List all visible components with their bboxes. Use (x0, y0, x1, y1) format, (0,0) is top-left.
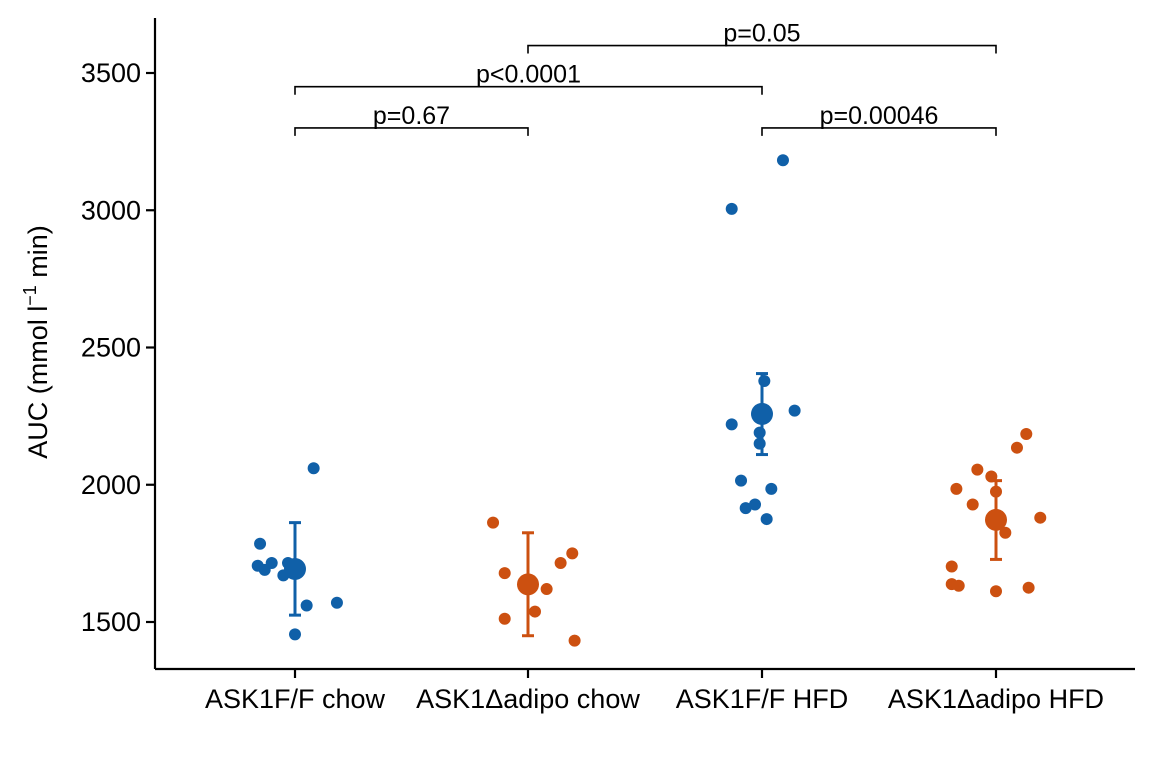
data-points (251, 154, 1047, 647)
x-category-label: ASK1F/F chow (205, 684, 386, 714)
data-point (540, 583, 553, 596)
p-value-label: p=0.67 (373, 102, 450, 130)
p-value-label: p<0.0001 (476, 61, 581, 89)
data-point (725, 418, 738, 431)
data-point (990, 585, 1002, 598)
y-tick-label: 2500 (81, 333, 141, 363)
group-mean (284, 558, 306, 581)
data-point (952, 579, 965, 592)
data-point (950, 482, 963, 495)
y-tick-label: 1500 (81, 607, 141, 637)
data-point (300, 599, 313, 612)
data-point (765, 482, 778, 495)
p-value-label: p=0.00046 (820, 102, 939, 130)
axes: 1500 2000 2500 3000 3500 ASK1F/F chow ASK1Δadi… (81, 18, 1135, 714)
comparison-bracket (761, 127, 997, 136)
mean-error-bars (284, 372, 1007, 638)
data-point (788, 404, 801, 417)
data-point (966, 498, 979, 511)
data-point (498, 612, 511, 625)
data-point (554, 556, 567, 569)
data-point (753, 437, 766, 450)
data-point (749, 498, 762, 511)
data-point (1020, 427, 1033, 440)
comparison-bracket (294, 127, 529, 136)
data-point (498, 567, 511, 580)
data-point (739, 502, 752, 515)
data-point (776, 154, 789, 167)
data-point (307, 462, 320, 475)
data-point (760, 513, 773, 526)
p-value-label: p=0.05 (723, 20, 800, 48)
group-mean (985, 508, 1007, 531)
y-tick-label: 2000 (81, 470, 141, 500)
comparison-bracket (527, 44, 997, 54)
data-point (330, 596, 343, 609)
x-category-label: ASK1Δadipo chow (416, 684, 640, 714)
data-point (758, 374, 771, 387)
data-point (725, 202, 738, 215)
data-point (566, 547, 579, 560)
data-point (971, 463, 984, 476)
data-point (528, 605, 541, 618)
y-tick-label: 3500 (81, 58, 141, 88)
comparison-bracket (294, 85, 763, 95)
y-axis-label: AUC (mmol l−1 min) (20, 225, 53, 459)
data-point (1010, 441, 1023, 454)
group-mean (517, 573, 539, 596)
data-point (254, 537, 267, 550)
data-point (289, 628, 301, 641)
data-point (735, 474, 748, 487)
data-point (753, 426, 766, 439)
data-point (1034, 511, 1047, 524)
data-point (568, 634, 581, 647)
data-point (487, 516, 500, 529)
data-point (1022, 581, 1035, 594)
x-category-label: ASK1Δadipo HFD (888, 684, 1104, 714)
significance-brackets: p=0.67 p=0.00046 p<0.0001 p=0.05 (294, 20, 997, 136)
data-point (999, 526, 1012, 539)
data-point (945, 560, 958, 573)
data-point (265, 556, 278, 569)
x-category-label: ASK1F/F HFD (676, 684, 849, 714)
y-tick-label: 3000 (81, 195, 141, 225)
group-mean (751, 402, 773, 425)
